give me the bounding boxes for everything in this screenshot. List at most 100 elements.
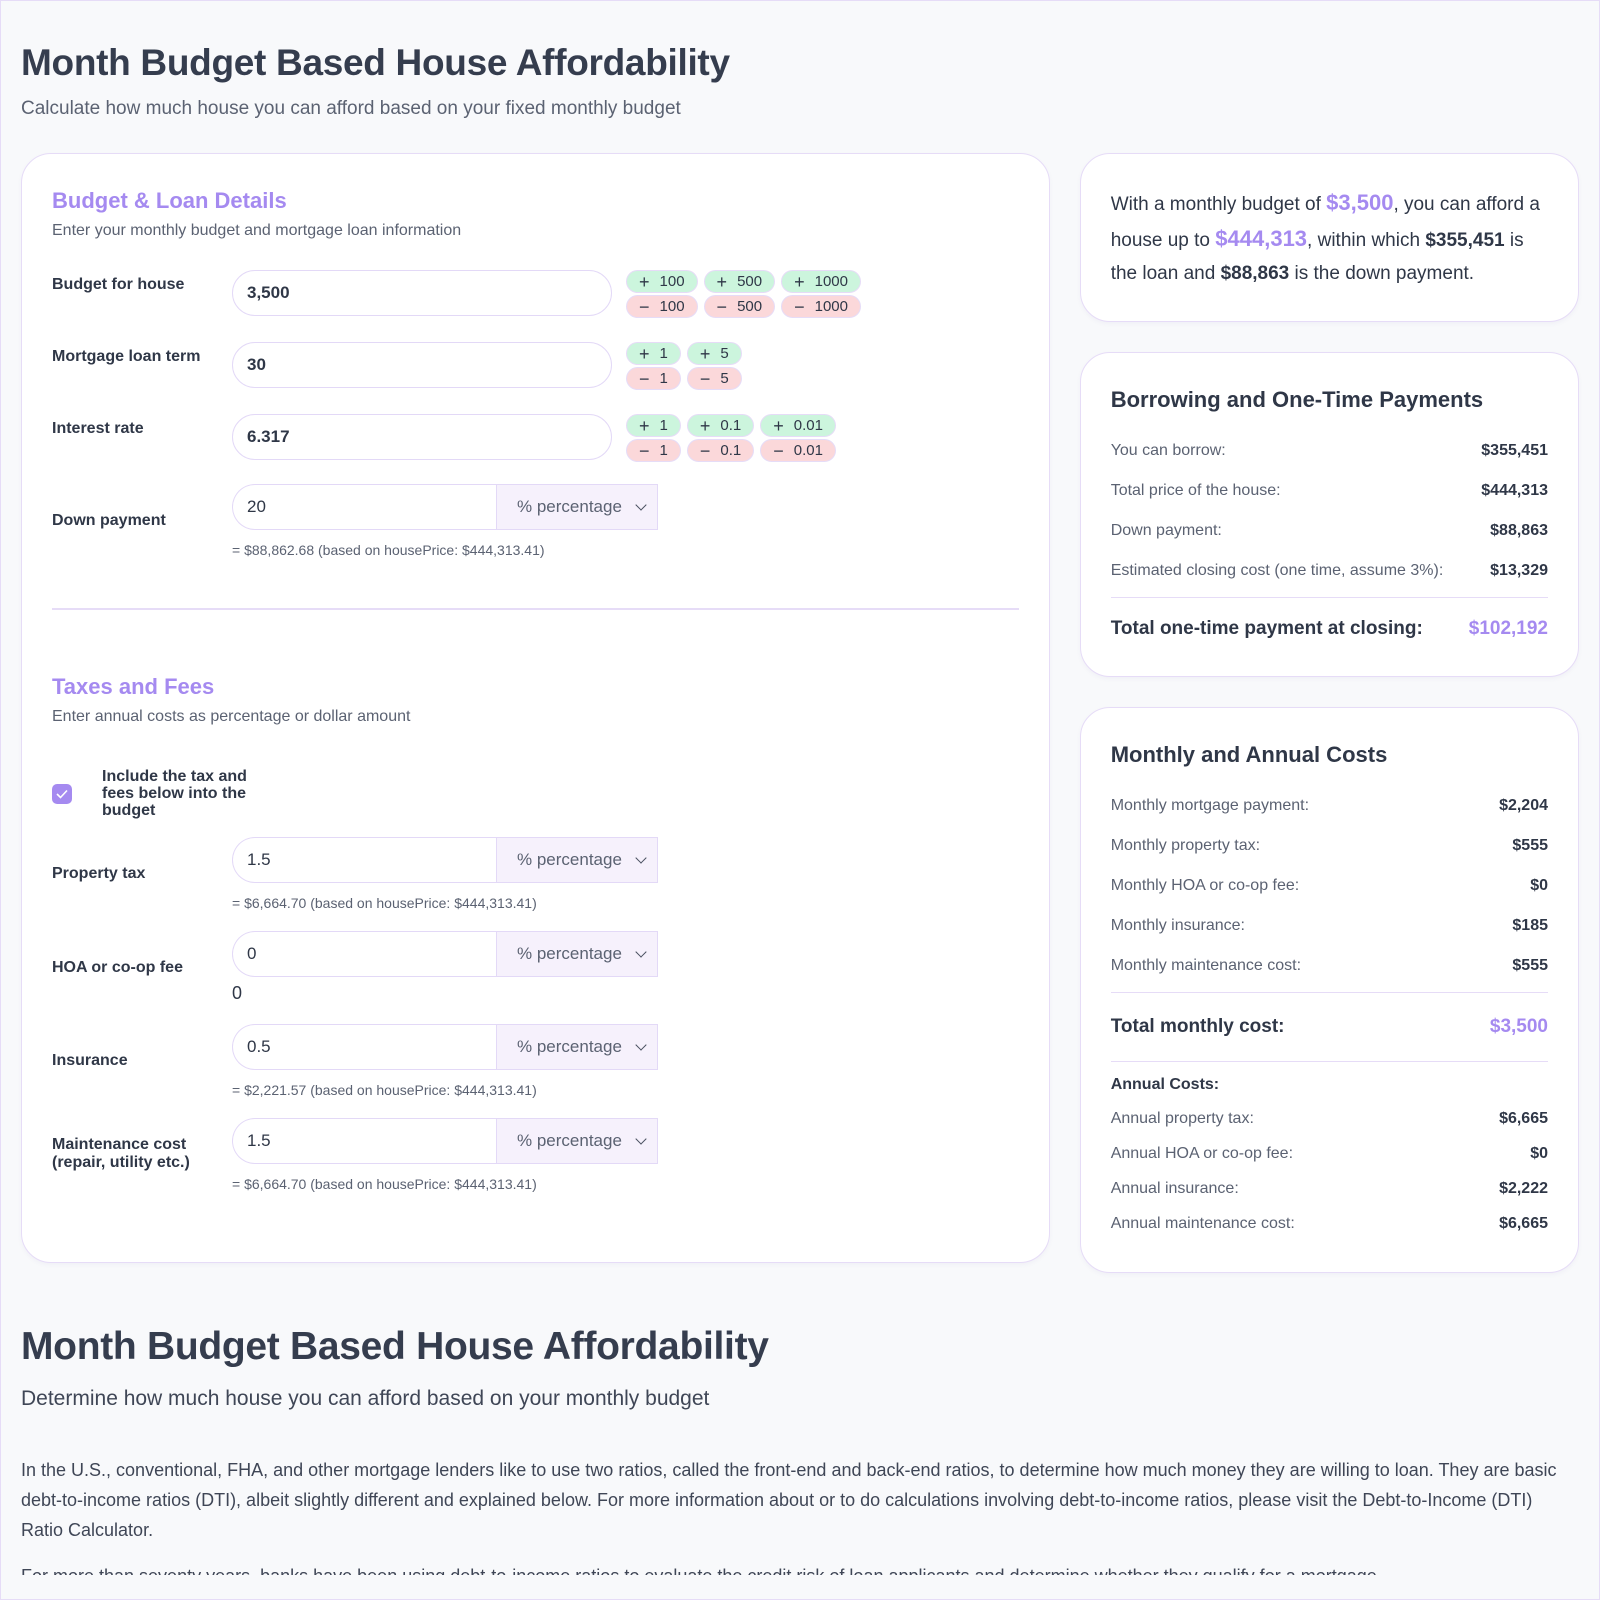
results-column: With a monthly budget of $3,500, you can… xyxy=(1079,153,1579,1273)
plus-icon: + xyxy=(639,271,650,292)
include-taxes-checkbox[interactable] xyxy=(52,783,72,804)
down-payment-input[interactable] xyxy=(232,484,496,530)
taxes-section-description: Enter annual costs as percentage or doll… xyxy=(52,708,411,725)
monthly-total-row: Total monthly cost: $3,500 xyxy=(1110,1015,1548,1037)
divider xyxy=(1110,1060,1548,1062)
calculator-layout: Budget & Loan Details Enter your monthly… xyxy=(21,153,1579,1273)
budget-plus-1000-button[interactable]: +1000 xyxy=(781,270,861,293)
budget-minus-100-button[interactable]: −100 xyxy=(626,295,698,318)
insurance-row: Insurance % percentage = $2,221.57 (base… xyxy=(52,1024,1019,1098)
hoa-input[interactable] xyxy=(232,931,496,977)
summary-down: $88,863 xyxy=(1220,263,1290,284)
result-row: Annual HOA or co-op fee: $0 xyxy=(1110,1145,1548,1162)
budget-minus-1000-button[interactable]: −1000 xyxy=(781,295,861,318)
minus-icon: − xyxy=(794,296,805,317)
term-plus-1-button[interactable]: +1 xyxy=(626,342,681,365)
insurance-label: Insurance xyxy=(52,1052,128,1069)
article-subtitle: Determine how much house you can afford … xyxy=(21,1386,710,1410)
budget-plus-500-button[interactable]: +500 xyxy=(703,270,776,293)
plus-icon: + xyxy=(716,271,728,292)
page-subtitle: Calculate how much house you can afford … xyxy=(21,98,681,119)
rate-label: Interest rate xyxy=(52,420,144,437)
article-paragraph-2: For more than seventy years, banks have … xyxy=(21,1561,1579,1575)
result-row: Annual property tax: $6,665 xyxy=(1110,1110,1548,1127)
taxes-section-title: Taxes and Fees xyxy=(52,674,215,699)
result-row: Annual maintenance cost: $6,665 xyxy=(1110,1215,1548,1232)
minus-icon: − xyxy=(716,296,728,317)
summary-loan: $355,451 xyxy=(1425,229,1505,251)
down-payment-helper: = $88,862.68 (based on housePrice: $444,… xyxy=(232,542,545,558)
costs-card: Monthly and Annual Costs Monthly mortgag… xyxy=(1079,706,1579,1273)
include-taxes-label: Include the tax and fees below into the … xyxy=(102,768,247,819)
result-row: Total price of the house: $444,313 xyxy=(1110,481,1548,499)
plus-icon: + xyxy=(773,415,784,436)
maintenance-helper: = $6,664.70 (based on housePrice: $444,3… xyxy=(232,1176,537,1192)
term-input[interactable] xyxy=(232,342,612,388)
hoa-label: HOA or co-op fee xyxy=(52,959,183,976)
term-steppers: +1 −1 +5 −5 xyxy=(626,342,742,390)
property-tax-row: Property tax % percentage = $6,664.70 (b… xyxy=(52,837,1019,911)
down-payment-label: Down payment xyxy=(52,512,166,529)
rate-minus-0.01-button[interactable]: −0.01 xyxy=(760,439,836,462)
hoa-helper: 0 xyxy=(232,983,243,1003)
maintenance-input[interactable] xyxy=(232,1118,496,1164)
rate-minus-0.1-button[interactable]: −0.1 xyxy=(686,439,755,462)
budget-section-description: Enter your monthly budget and mortgage l… xyxy=(52,222,462,239)
summary-house-price: $444,313 xyxy=(1215,225,1308,251)
plus-icon: + xyxy=(699,343,711,364)
divider xyxy=(1110,596,1548,598)
down-payment-unit-select[interactable]: % percentage xyxy=(496,484,658,530)
input-card: Budget & Loan Details Enter your monthly… xyxy=(21,153,1050,1263)
result-row: Monthly property tax: $555 xyxy=(1110,836,1548,854)
result-row: You can borrow: $355,451 xyxy=(1110,441,1548,459)
borrowing-card: Borrowing and One-Time Payments You can … xyxy=(1079,351,1579,677)
term-plus-5-button[interactable]: +5 xyxy=(686,342,742,365)
include-taxes-row: Include the tax and fees below into the … xyxy=(52,768,1019,819)
property-tax-helper: = $6,664.70 (based on housePrice: $444,3… xyxy=(232,895,537,911)
result-row: Estimated closing cost (one time, assume… xyxy=(1110,561,1548,579)
maintenance-row: Maintenance cost (repair, utility etc.) … xyxy=(52,1118,1019,1192)
term-minus-1-button[interactable]: −1 xyxy=(626,367,681,390)
minus-icon: − xyxy=(639,440,650,461)
property-tax-input[interactable] xyxy=(232,837,496,883)
hoa-unit-select[interactable]: % percentage xyxy=(496,931,658,977)
rate-input[interactable] xyxy=(232,414,612,460)
rate-minus-1-button[interactable]: −1 xyxy=(626,439,681,462)
budget-label: Budget for house xyxy=(52,276,185,293)
budget-steppers: +100 −100 +500 −500 +1000 −1000 xyxy=(626,270,861,318)
chevron-down-icon xyxy=(635,499,647,511)
budget-minus-500-button[interactable]: −500 xyxy=(703,295,776,318)
page-title: Month Budget Based House Affordability xyxy=(21,42,730,83)
divider xyxy=(1110,991,1548,993)
insurance-input[interactable] xyxy=(232,1024,496,1070)
hoa-row: HOA or co-op fee % percentage 0 xyxy=(52,931,1019,1004)
property-tax-label: Property tax xyxy=(52,865,146,882)
insurance-unit-select[interactable]: % percentage xyxy=(496,1024,658,1070)
costs-title: Monthly and Annual Costs xyxy=(1110,741,1388,767)
chevron-down-icon xyxy=(635,1039,647,1051)
minus-icon: − xyxy=(773,440,784,461)
plus-icon: + xyxy=(699,415,711,436)
result-row: Monthly insurance: $185 xyxy=(1110,916,1548,934)
annual-costs-heading: Annual Costs: xyxy=(1110,1075,1220,1093)
minus-icon: − xyxy=(639,296,650,317)
term-row: Mortgage loan term +1 −1 +5 −5 xyxy=(52,342,1019,390)
summary-card: With a monthly budget of $3,500, you can… xyxy=(1079,153,1579,322)
summary-budget: $3,500 xyxy=(1326,190,1394,215)
budget-input[interactable] xyxy=(232,270,612,316)
minus-icon: − xyxy=(639,368,650,389)
term-minus-5-button[interactable]: −5 xyxy=(686,367,742,390)
rate-plus-1-button[interactable]: +1 xyxy=(626,414,681,437)
borrowing-title: Borrowing and One-Time Payments xyxy=(1110,386,1484,412)
insurance-helper: = $2,221.57 (based on housePrice: $444,3… xyxy=(232,1082,537,1098)
minus-icon: − xyxy=(699,368,711,389)
rate-plus-0.01-button[interactable]: +0.01 xyxy=(760,414,836,437)
maintenance-unit-select[interactable]: % percentage xyxy=(496,1118,658,1164)
rate-row: Interest rate +1 −1 +0.1 −0.1 +0.01 −0.0… xyxy=(52,414,1019,462)
rate-plus-0.1-button[interactable]: +0.1 xyxy=(686,414,755,437)
minus-icon: − xyxy=(699,440,711,461)
term-label: Mortgage loan term xyxy=(52,348,201,365)
budget-plus-100-button[interactable]: +100 xyxy=(626,270,698,293)
property-tax-unit-select[interactable]: % percentage xyxy=(496,837,658,883)
